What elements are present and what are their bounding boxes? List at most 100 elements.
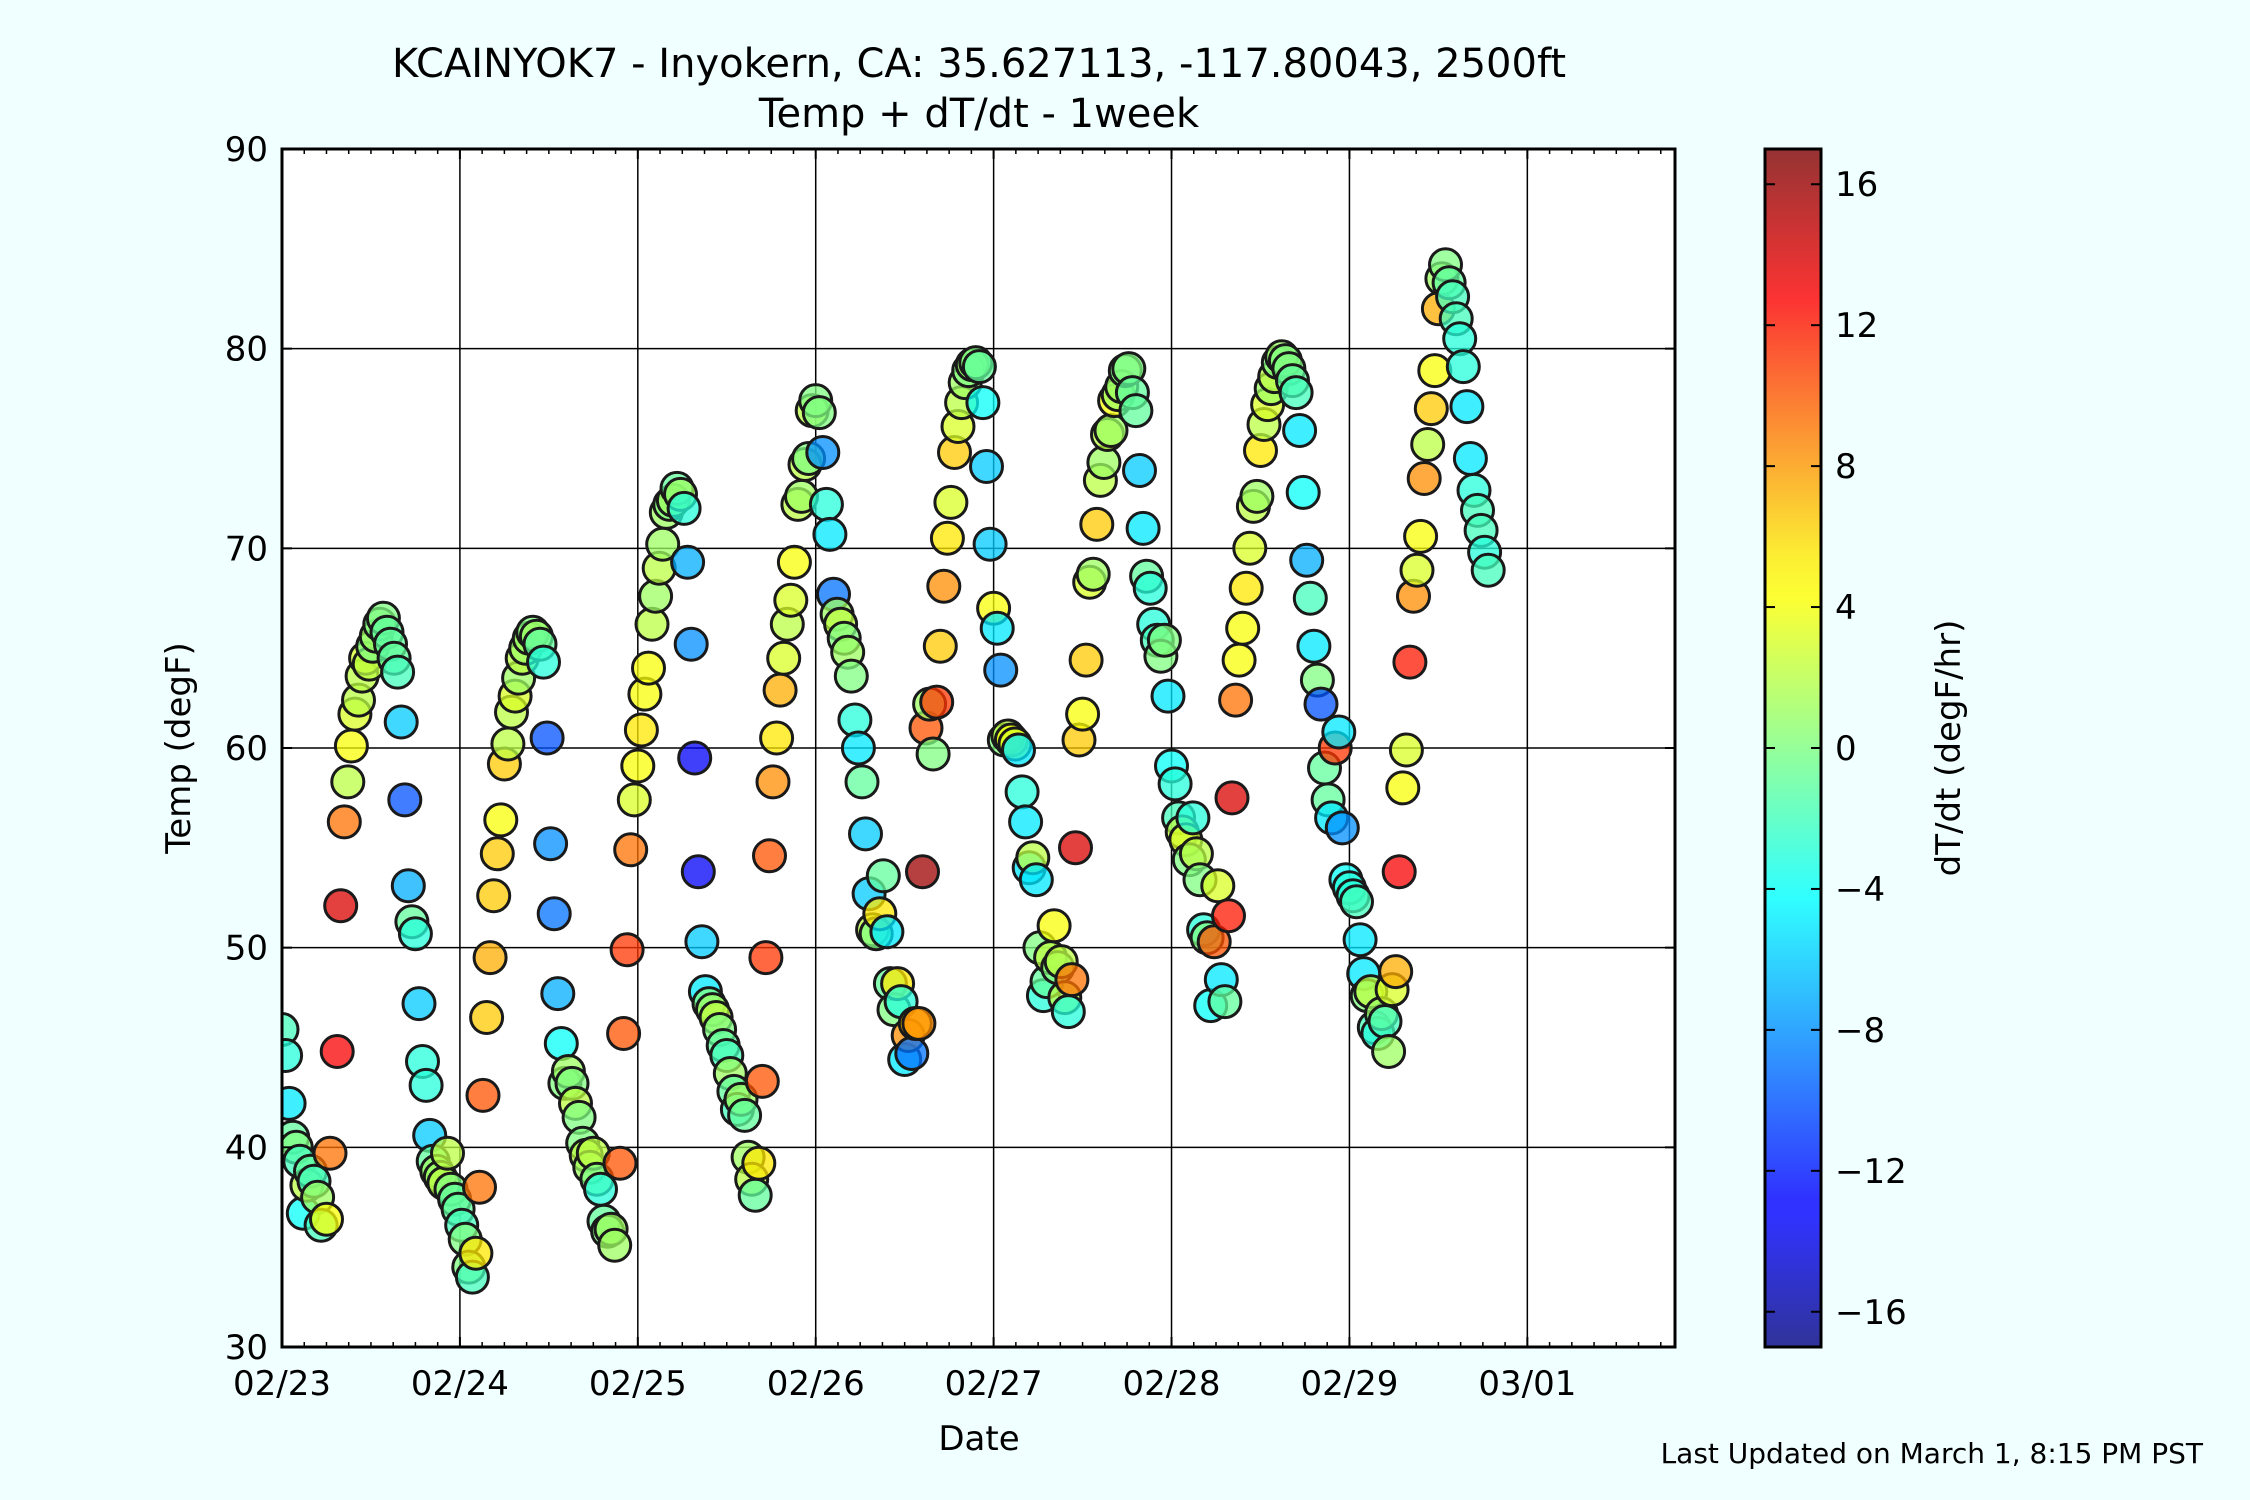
data-point [462, 1169, 497, 1205]
data-point [1445, 349, 1481, 385]
data-point [476, 878, 512, 914]
data-point [805, 435, 841, 470]
colorbar-tick-label: −4 [1835, 870, 1885, 910]
data-point [1050, 994, 1086, 1030]
data-point [865, 858, 901, 894]
data-point [969, 449, 1004, 484]
data-point [801, 395, 837, 431]
data-point [483, 802, 519, 838]
data-point [1470, 552, 1506, 588]
last-updated-text: Last Updated on March 1, 8:15 PM PST [1661, 1437, 2204, 1470]
data-point [602, 1145, 638, 1181]
y-tick-label: 70 [225, 529, 268, 569]
data-point [1008, 804, 1044, 840]
data-point [1225, 610, 1261, 646]
data-point [776, 544, 812, 580]
data-point [965, 385, 1001, 421]
data-point [1278, 375, 1314, 411]
y-tick-label: 90 [225, 130, 268, 170]
data-point [1371, 1034, 1407, 1069]
data-point [1068, 642, 1104, 678]
chart-title: KCAINYOK7 - Inyokern, CA: 35.627113, -11… [392, 41, 1566, 87]
data-point [673, 626, 709, 662]
data-point [1132, 570, 1168, 606]
data-point [380, 654, 416, 690]
data-point [1075, 556, 1111, 592]
data-point [323, 888, 359, 924]
data-point [1004, 774, 1040, 810]
data-point [1413, 391, 1449, 427]
data-point [979, 610, 1015, 646]
y-tick-label: 40 [225, 1128, 268, 1168]
data-point [469, 1000, 505, 1035]
data-point [1079, 506, 1115, 542]
data-point [1018, 862, 1054, 898]
data-point [983, 652, 1019, 688]
data-point [397, 916, 433, 952]
data-point [748, 940, 784, 976]
data-point [1406, 461, 1442, 496]
data-point [1388, 732, 1424, 768]
data-point [1392, 644, 1428, 680]
colorbar-tick-labels: −16 −12 −8 −4 0 4 8 12 16 [1835, 165, 1907, 1333]
data-point [609, 932, 645, 968]
data-point [1410, 427, 1446, 462]
data-point [1125, 510, 1161, 546]
data-point [613, 832, 649, 868]
y-tick-labels: 30 40 50 60 70 80 90 [225, 130, 268, 1368]
data-point [597, 1227, 633, 1263]
colorbar-tick-label: 16 [1835, 165, 1878, 205]
x-tick-label: 02/29 [1300, 1364, 1398, 1404]
data-point [529, 720, 565, 756]
data-point [1058, 830, 1093, 866]
data-point [1001, 732, 1036, 768]
data-point [472, 940, 508, 976]
data-point [526, 644, 561, 680]
data-point [680, 854, 716, 890]
data-point [744, 1063, 780, 1099]
plot-area [280, 147, 1677, 1349]
data-point [894, 1036, 930, 1071]
data-point [1378, 954, 1414, 990]
data-point [666, 490, 702, 526]
x-tick-label: 02/25 [589, 1364, 687, 1404]
data-point [490, 726, 526, 762]
data-point [1342, 922, 1378, 958]
data-point [616, 782, 652, 818]
data-point [741, 1145, 777, 1181]
data-point [848, 816, 883, 852]
data-point [1218, 682, 1254, 718]
data-point [1146, 622, 1182, 658]
colorbar-frame [1763, 147, 1823, 1349]
data-point [737, 1177, 773, 1213]
data-point [752, 838, 787, 874]
data-point [390, 868, 426, 904]
data-point [670, 544, 706, 580]
data-point [387, 782, 423, 818]
data-point [408, 1067, 444, 1103]
data-point [922, 628, 958, 664]
data-point [844, 764, 880, 800]
colorbar: −16 −12 −8 −4 0 4 8 12 16 dT/dt (degF/hr) [1763, 147, 1969, 1349]
data-point [905, 854, 940, 890]
data-point [620, 748, 656, 784]
data-point [1228, 570, 1264, 606]
y-tick-label: 50 [225, 929, 268, 969]
data-point [961, 349, 997, 385]
data-point [1207, 984, 1243, 1020]
x-tick-label: 02/23 [233, 1364, 331, 1404]
colorbar-tick-label: −12 [1835, 1152, 1907, 1192]
data-point [401, 986, 437, 1022]
data-point [1339, 884, 1374, 920]
data-point [333, 728, 369, 764]
data-point [533, 826, 569, 862]
colorbar-tick-label: −16 [1835, 1293, 1907, 1333]
data-point [631, 650, 666, 686]
plot-frame [280, 147, 1677, 1349]
data-point [465, 1077, 501, 1113]
data-point [540, 976, 576, 1012]
data-point [1054, 962, 1090, 998]
data-point [1282, 413, 1318, 448]
data-point [430, 1135, 465, 1171]
data-point [812, 516, 848, 552]
